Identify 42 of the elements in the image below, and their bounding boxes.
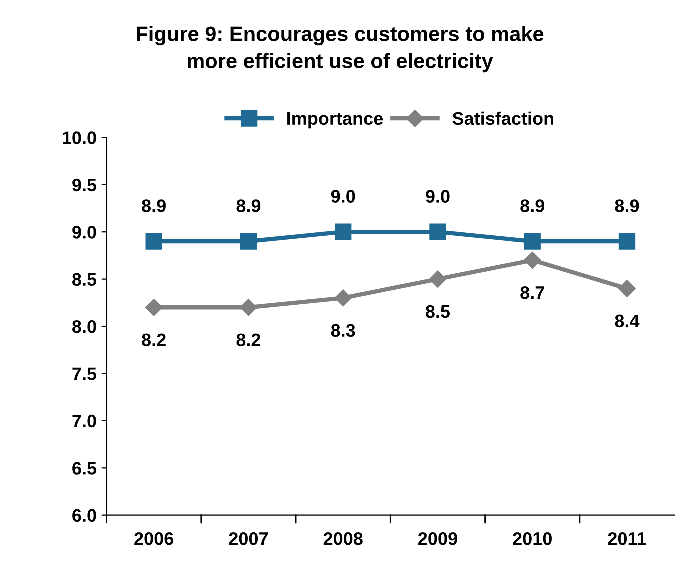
point [240,299,258,316]
data-label: 8.9 [615,200,640,212]
y-tick-label: 8.0 [72,320,96,334]
data-label: 8.9 [520,200,544,212]
point [146,233,162,250]
x-tick-label: 2010 [513,532,552,546]
point [334,290,352,307]
data-label: 9.0 [426,190,450,203]
legend-label: Importance [288,112,384,129]
data-label: 8.7 [520,286,544,300]
y-tick-label: 6.5 [72,462,97,475]
point [430,224,446,240]
y-tick-label: 8.5 [72,273,97,286]
data-label: 8.3 [331,324,356,338]
y-tick-label: 9.0 [72,226,96,239]
point [146,299,163,316]
x-tick-label: 2006 [134,532,174,546]
point [429,270,447,288]
point [618,233,636,250]
data-label: 8.4 [615,314,640,328]
data-label: 8.5 [426,305,450,318]
point [618,280,636,298]
y-tick-label: 7.5 [72,368,97,380]
point [335,224,352,240]
data-label: 8.9 [142,200,166,212]
x-tick-label: 2011 [608,532,646,546]
data-label: 8.2 [236,334,261,346]
y-tick-label: 6.0 [72,509,96,522]
x-tick-label: 2009 [418,532,458,546]
point [524,252,542,269]
y-tick-label: 10.0 [63,132,96,144]
data-label: 9.0 [331,190,356,203]
data-label: 8.9 [236,200,261,212]
point [524,233,541,250]
chart-title: Figure 9: Encourages customers to make more efficient use of electricity [137,26,544,73]
point [240,233,258,250]
y-tick-label: 7.0 [72,414,96,428]
x-tick-label: 2007 [229,532,268,546]
data-label: 8.2 [142,334,166,346]
y-tick-label: 9.5 [72,178,97,192]
x-tick-label: 2008 [324,532,363,546]
legend-label: Satisfaction [452,112,554,126]
